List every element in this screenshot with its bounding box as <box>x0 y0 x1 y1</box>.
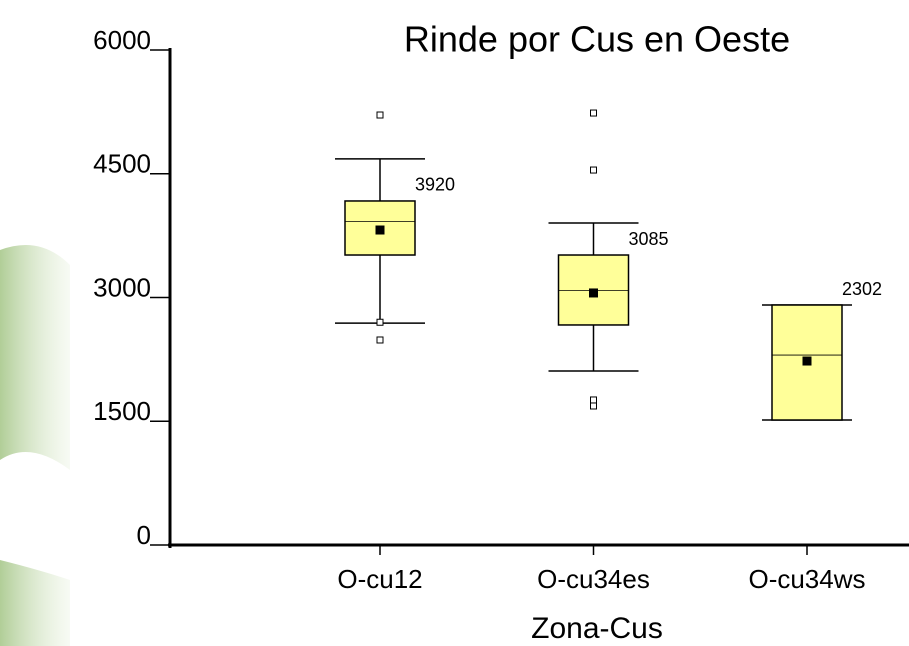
outlier <box>591 110 597 116</box>
mean-marker <box>376 226 385 235</box>
chart: Rinde por Cus en Oeste Zona-Cus 0 1500 300… <box>0 0 909 646</box>
median-label: 2302 <box>842 279 882 299</box>
x-tick-label: O-cu34ws <box>748 564 865 594</box>
outlier <box>377 337 383 343</box>
median-label: 3920 <box>415 175 455 195</box>
x-axis-label: Zona-Cus <box>531 612 663 645</box>
y-tick-label: 0 <box>137 520 151 550</box>
x-tick-label: O-cu34es <box>537 564 650 594</box>
outlier <box>377 112 383 118</box>
outlier <box>377 319 383 325</box>
outlier <box>591 403 597 409</box>
background-swoosh <box>0 560 70 646</box>
y-tick-label: 4500 <box>93 149 151 179</box>
chart-title: Rinde por Cus en Oeste <box>404 19 790 60</box>
outlier <box>591 397 597 403</box>
x-tick-label: O-cu12 <box>337 564 422 594</box>
y-tick-label: 3000 <box>93 272 151 302</box>
median-label: 3085 <box>629 229 669 249</box>
background-swoosh <box>0 245 70 470</box>
outlier <box>591 167 597 173</box>
y-tick-label: 1500 <box>93 396 151 426</box>
y-tick-label: 6000 <box>93 25 151 55</box>
mean-marker <box>803 357 812 366</box>
mean-marker <box>589 288 598 297</box>
